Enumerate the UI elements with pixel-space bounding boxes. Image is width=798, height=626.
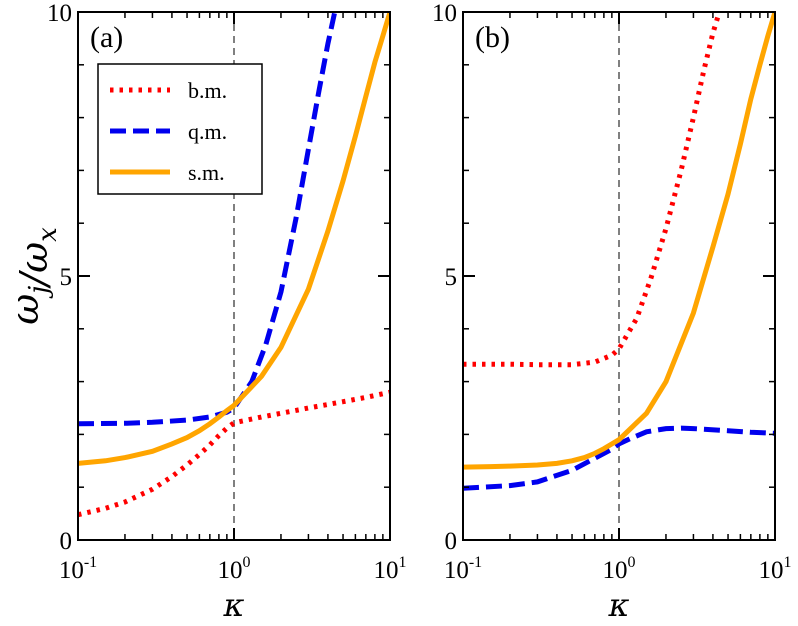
series-line-sm [463,12,775,470]
panel-label: (b) [475,21,510,54]
legend-label-bm: b.m. [188,78,227,103]
y-tick-label: 5 [60,264,73,291]
panel-label: (a) [90,21,123,54]
x-tick-label: 10-1 [59,554,97,584]
legend: b.m. q.m. s.m. [97,63,263,195]
series-line-qm [463,425,775,491]
panel-b: 10-1 100 101 0 5 10 (b) κ [432,0,792,624]
y-tick-label: 5 [445,264,458,291]
x-tick-label: 10-1 [444,554,482,584]
series-line-sm [78,12,390,466]
panel-a: 10-1 100 101 0 5 10 (a) κ [47,0,407,624]
x-tick-label: 100 [603,554,636,584]
legend-label-qm: q.m. [188,119,227,144]
series-line-bm [78,389,390,518]
y-axis-title-text: ωj/ωx [3,227,63,325]
x-tick-label: 100 [218,554,251,584]
x-tick-label: 101 [759,554,792,584]
y-tick-label: 0 [445,528,458,555]
x-axis-title: κ [608,586,630,624]
series-line-qm [78,12,338,427]
x-axis-title: κ [223,586,245,624]
y-tick-label: 10 [47,0,72,27]
y-axis-title: ωj/ωx [3,227,63,325]
x-tick-label: 101 [374,554,407,584]
y-tick-label: 0 [60,528,73,555]
y-tick-label: 10 [432,0,457,27]
legend-label-sm: s.m. [188,160,225,185]
series-line-bm [463,12,722,368]
